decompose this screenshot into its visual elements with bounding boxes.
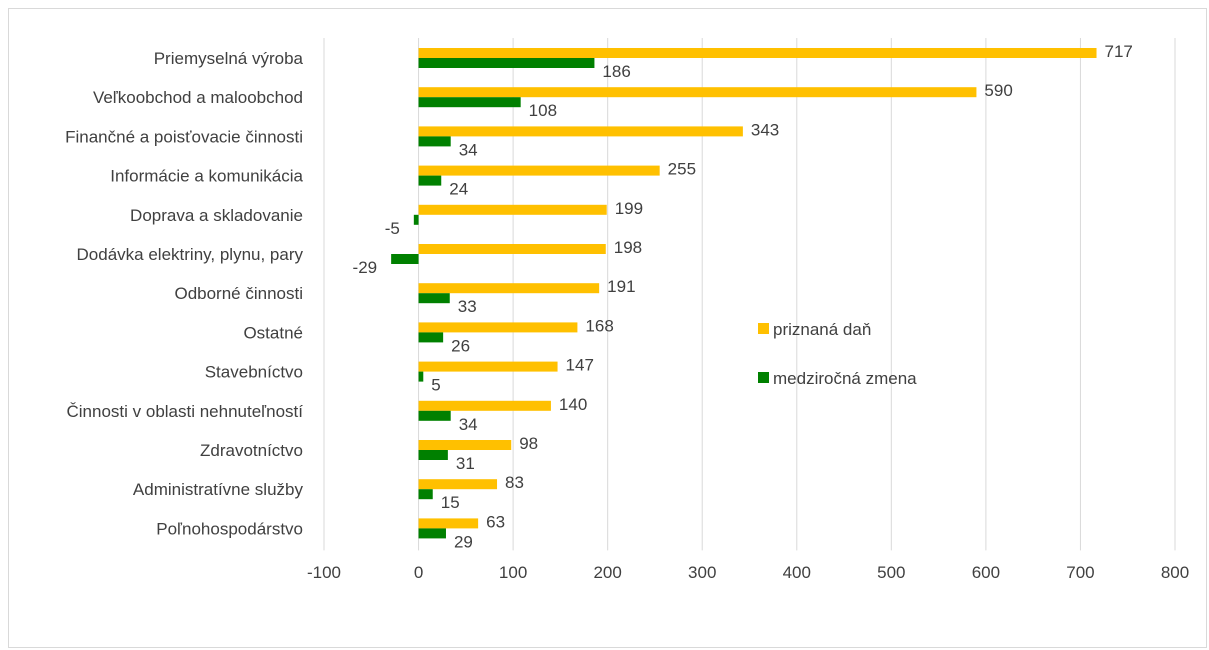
category-label: Doprava a skladovanie <box>130 206 303 225</box>
data-label-priznana-dan: 198 <box>614 238 642 257</box>
bar-priznana-dan <box>418 479 498 490</box>
bar-medzirocna-zmena <box>418 489 433 500</box>
data-label-priznana-dan: 199 <box>615 199 643 218</box>
category-label: Informácie a komunikácia <box>110 167 303 186</box>
category-label: Administratívne služby <box>133 480 304 499</box>
data-label-medzirocna-zmena: 186 <box>602 62 630 81</box>
bar-medzirocna-zmena <box>418 371 424 382</box>
bar-priznana-dan <box>418 244 606 254</box>
data-label-priznana-dan: 63 <box>486 512 505 531</box>
data-label-medzirocna-zmena: 33 <box>458 297 477 316</box>
x-tick-label: 800 <box>1161 563 1189 582</box>
gridlines <box>323 38 1176 551</box>
category-label: Stavebníctvo <box>205 363 303 382</box>
bar-priznana-dan <box>418 165 660 176</box>
category-label: Činnosti v oblasti nehnuteľností <box>67 402 304 421</box>
legend-label-medzirocna-zmena: medziročná zmena <box>773 369 917 388</box>
data-label-medzirocna-zmena: -5 <box>385 219 400 238</box>
x-tick-label: 100 <box>499 563 527 582</box>
bar-medzirocna-zmena <box>418 410 451 421</box>
data-label-priznana-dan: 255 <box>668 160 696 179</box>
x-tick-label: -100 <box>307 563 341 582</box>
category-label: Veľkoobchod a maloobchod <box>93 88 303 107</box>
data-label-medzirocna-zmena: 34 <box>459 415 478 434</box>
legend: priznaná daň medziročná zmena <box>758 320 917 388</box>
legend-label-priznana-dan: priznaná daň <box>773 320 871 339</box>
data-label-priznana-dan: 343 <box>751 120 779 139</box>
bar-priznana-dan <box>418 283 600 294</box>
bar-priznana-dan <box>418 322 578 333</box>
bars <box>391 48 1097 539</box>
bar-medzirocna-zmena <box>418 450 448 460</box>
x-tick-label: 0 <box>414 563 423 582</box>
bar-priznana-dan <box>418 204 607 215</box>
category-label: Dodávka elektriny, plynu, pary <box>77 245 304 264</box>
data-label-medzirocna-zmena: 15 <box>441 493 460 512</box>
bar-priznana-dan <box>418 48 1097 58</box>
x-tick-label: 700 <box>1066 563 1094 582</box>
bar-medzirocna-zmena <box>418 175 442 186</box>
bar-medzirocna-zmena <box>413 214 419 225</box>
bar-medzirocna-zmena <box>418 293 450 304</box>
bar-priznana-dan <box>418 126 743 137</box>
x-tick-label: 600 <box>972 563 1000 582</box>
bar-medzirocna-zmena <box>418 97 521 108</box>
category-label: Priemyselná výroba <box>154 49 304 68</box>
legend-swatch-priznana-dan <box>758 323 769 334</box>
data-label-priznana-dan: 717 <box>1105 42 1133 61</box>
bar-medzirocna-zmena <box>418 58 595 68</box>
bar-priznana-dan <box>418 400 551 411</box>
data-label-priznana-dan: 83 <box>505 473 524 492</box>
data-label-priznana-dan: 191 <box>607 277 635 296</box>
category-labels: Priemyselná výroba Veľkoobchod a maloobch… <box>65 49 303 538</box>
category-label: Odborné činnosti <box>174 284 303 303</box>
data-label-priznana-dan: 147 <box>566 356 594 375</box>
data-label-medzirocna-zmena: 31 <box>456 454 475 473</box>
data-label-medzirocna-zmena: 5 <box>431 376 440 395</box>
data-label-medzirocna-zmena: 34 <box>459 140 478 159</box>
x-tick-label: 400 <box>783 563 811 582</box>
bar-priznana-dan <box>418 440 512 450</box>
bar-priznana-dan <box>418 361 558 372</box>
bar-priznana-dan <box>418 518 479 529</box>
bar-medzirocna-zmena <box>418 528 446 539</box>
category-label: Zdravotníctvo <box>200 441 303 460</box>
data-label-medzirocna-zmena: 26 <box>451 336 470 355</box>
category-label: Poľnohospodárstvo <box>156 519 303 538</box>
data-label-medzirocna-zmena: 108 <box>529 101 557 120</box>
data-label-medzirocna-zmena: 24 <box>449 180 468 199</box>
data-label-priznana-dan: 98 <box>519 434 538 453</box>
data-label-medzirocna-zmena: -29 <box>353 258 378 277</box>
data-label-medzirocna-zmena: 29 <box>454 532 473 551</box>
data-label-priznana-dan: 590 <box>984 81 1012 100</box>
data-label-priznana-dan: 168 <box>585 316 613 335</box>
bar-medzirocna-zmena <box>391 254 419 264</box>
category-label: Finančné a poisťovacie činnosti <box>65 127 303 146</box>
bar-priznana-dan <box>418 87 977 98</box>
data-label-priznana-dan: 140 <box>559 395 587 414</box>
bar-medzirocna-zmena <box>418 332 444 343</box>
x-axis-tick-labels: -100 0 100 200 300 400 500 600 700 800 <box>307 563 1189 582</box>
x-tick-label: 200 <box>593 563 621 582</box>
legend-swatch-medzirocna-zmena <box>758 372 769 383</box>
data-labels: 717 186 590 108 343 34 255 24 199 -5 198 -29 191 33 16… <box>353 42 1133 551</box>
category-label: Ostatné <box>243 323 303 342</box>
bar-medzirocna-zmena <box>418 136 451 147</box>
x-tick-label: 500 <box>877 563 905 582</box>
x-tick-label: 300 <box>688 563 716 582</box>
